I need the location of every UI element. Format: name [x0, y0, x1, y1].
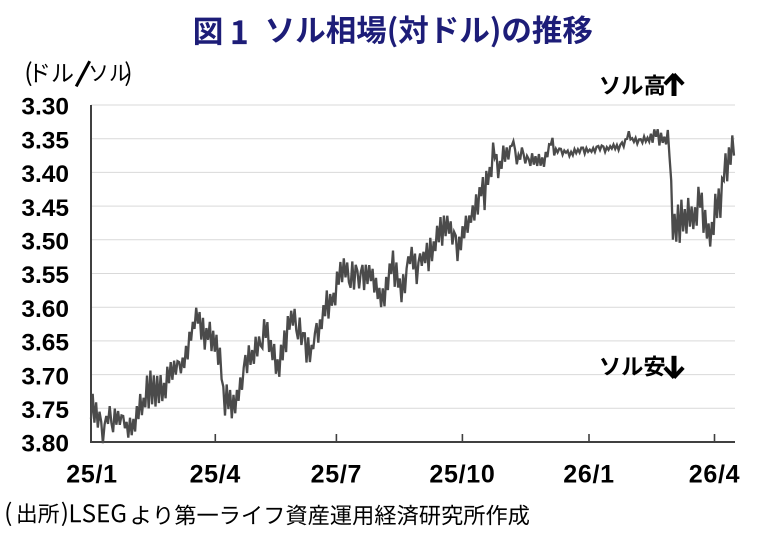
svg-text:26/4: 26/4	[689, 461, 740, 489]
svg-text:3.70: 3.70	[21, 363, 69, 390]
svg-text:3.40: 3.40	[21, 161, 69, 188]
svg-text:3.35: 3.35	[21, 127, 69, 154]
svg-text:26/1: 26/1	[563, 461, 614, 489]
svg-text:25/4: 25/4	[190, 461, 241, 489]
svg-text:3.65: 3.65	[21, 330, 69, 357]
svg-text:3.60: 3.60	[21, 296, 69, 323]
svg-text:3.50: 3.50	[21, 229, 69, 256]
svg-text:3.45: 3.45	[21, 195, 69, 222]
svg-text:25/10: 25/10	[429, 461, 495, 489]
svg-text:25/1: 25/1	[66, 461, 117, 489]
svg-text:3.75: 3.75	[21, 397, 69, 424]
svg-text:3.80: 3.80	[21, 431, 69, 458]
svg-text:3.55: 3.55	[21, 262, 69, 289]
svg-text:3.30: 3.30	[21, 94, 69, 121]
svg-text:25/7: 25/7	[311, 461, 362, 489]
